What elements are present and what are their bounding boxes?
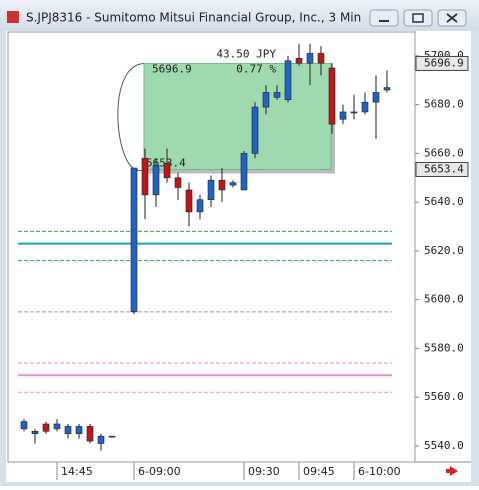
price-marker xyxy=(415,161,469,177)
candle-body xyxy=(339,111,347,120)
x-tick-label: 09:30 xyxy=(248,465,280,478)
candle-body xyxy=(317,53,325,64)
candle-body xyxy=(20,421,28,430)
candle-body xyxy=(196,199,204,213)
candle-body xyxy=(207,179,215,201)
price-marker xyxy=(415,55,469,71)
minimize-button[interactable] xyxy=(369,9,399,27)
price-marker-label: 5696.9 xyxy=(424,56,464,69)
x-tick-label: 6-09:00 xyxy=(138,465,181,478)
candle-body xyxy=(130,167,138,313)
candle-body xyxy=(273,92,281,98)
candle-body xyxy=(240,153,248,191)
candle-body xyxy=(328,67,336,125)
price-marker-label: 5653.4 xyxy=(424,162,464,175)
restore-button[interactable] xyxy=(403,9,433,27)
restore-icon xyxy=(412,13,424,23)
y-tick-label: 5580.0 xyxy=(424,341,464,354)
candle-body xyxy=(229,182,237,186)
candle-body xyxy=(218,179,226,191)
y-tick-label: 5680.0 xyxy=(424,98,464,111)
x-tick-label: 6-10:00 xyxy=(358,465,401,478)
candle-body xyxy=(163,162,171,179)
title-bar xyxy=(0,0,479,30)
measure-curve xyxy=(117,62,146,170)
candle-body xyxy=(53,423,61,430)
candle-body xyxy=(152,165,160,196)
y-tick-label: 5560.0 xyxy=(424,390,464,403)
x-tick-label: 09:45 xyxy=(303,465,335,478)
y-tick-label: 5540.0 xyxy=(424,439,464,452)
y-tick-label: 5620.0 xyxy=(424,244,464,257)
candle-body xyxy=(350,111,358,114)
candle-body xyxy=(284,60,292,101)
candle-body xyxy=(383,87,391,91)
candle-body xyxy=(141,157,149,196)
y-tick-label: 5660.0 xyxy=(424,146,464,159)
app-icon xyxy=(7,11,19,23)
scroll-arrow[interactable] xyxy=(446,466,458,476)
measure-box xyxy=(143,62,332,170)
measure-percent: 0.77 % xyxy=(236,62,276,75)
candle-body xyxy=(185,189,193,213)
candle-body xyxy=(174,177,182,188)
candle-body xyxy=(306,53,314,64)
x-tick-label: 14:45 xyxy=(61,465,93,478)
y-tick-label: 5640.0 xyxy=(424,195,464,208)
plot-border xyxy=(7,31,416,463)
candle-body xyxy=(108,435,116,438)
candle-body xyxy=(64,426,72,435)
candle-body xyxy=(251,106,259,154)
window-title: S.JPJ8316 - Sumitomo Mitsui Financial Gr… xyxy=(26,11,361,25)
candle-body xyxy=(42,423,50,432)
candle-body xyxy=(372,92,380,103)
candle-body xyxy=(97,435,105,444)
measure-high: 5696.9 xyxy=(152,62,192,75)
candle-body xyxy=(262,92,270,108)
candle-body xyxy=(31,430,39,435)
measure-change: 43.50 JPY xyxy=(216,47,276,60)
candle-body xyxy=(295,58,303,64)
candle-body xyxy=(75,426,83,435)
y-tick-label: 5600.0 xyxy=(424,293,464,306)
close-icon xyxy=(446,13,458,23)
candle-body xyxy=(361,101,369,113)
candle-body xyxy=(86,426,94,442)
